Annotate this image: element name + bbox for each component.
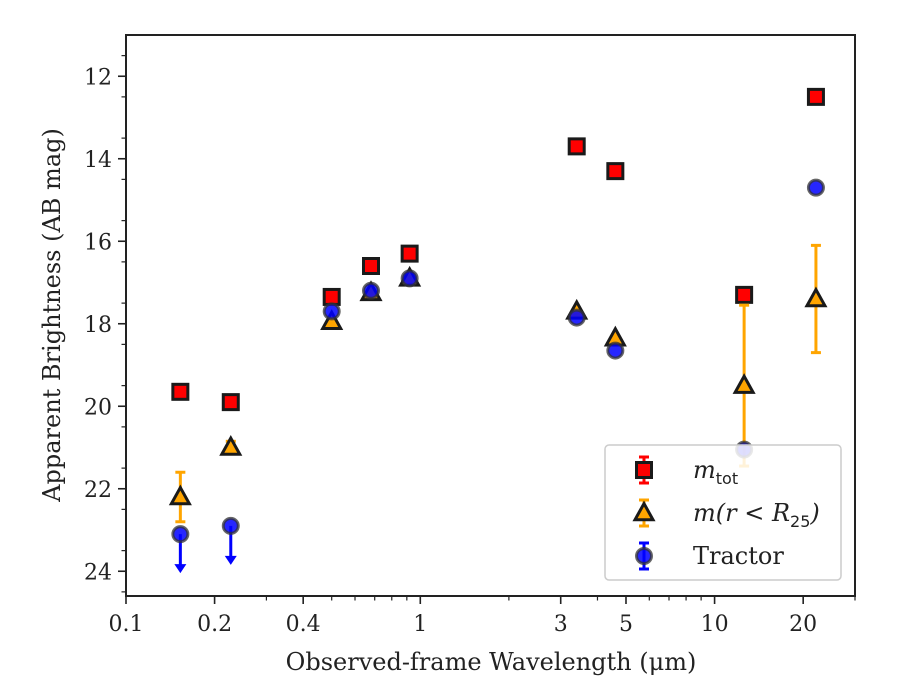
point-mtot [567,137,586,156]
point-mr25 [804,286,828,308]
point-tractor [567,308,586,327]
y-tick-label: 18 [84,313,112,338]
y-tick-label: 24 [84,560,112,585]
point-mtot [221,393,240,412]
legend-box [604,444,842,581]
upper-limit-arrowhead-tractor [224,555,237,565]
y-tick-label: 16 [84,230,112,255]
y-tick-label: 14 [84,148,112,173]
point-tractor [806,178,825,197]
point-mtot [171,382,190,401]
point-mr25 [219,434,243,456]
legend-label-mtot: mtot [693,456,738,488]
legend-marker-mr25 [632,500,656,522]
point-tractor [606,341,625,360]
legend-label-mr25: m(r < R25) [693,499,820,531]
point-mtot [362,257,381,275]
x-tick-label: 5 [619,612,633,637]
legend-entry-mtot: mtot [635,455,738,488]
y-axis-label: Apparent Brightness (AB mag) [38,128,66,503]
upper-limit-arrowhead-tractor [174,564,187,574]
point-tractor [171,525,190,544]
y-tick-label: 22 [84,478,112,503]
x-tick-label: 10 [701,612,729,637]
legend-marker-tractor [635,547,653,565]
point-tractor [362,281,381,300]
y-tick-label: 20 [84,395,112,420]
point-mtot [606,162,625,181]
point-mr25 [732,373,756,394]
legend-marker-mtot [635,461,653,479]
point-mtot [806,87,825,106]
legend-entry-mr25: m(r < R25) [632,498,820,531]
x-axis-label: Observed-frame Wavelength (μm) [286,648,697,676]
x-tick-label: 20 [789,612,817,637]
point-mtot [400,244,419,263]
series-mtot [171,87,825,412]
legend-entry-tractor: Tractor [635,541,784,571]
x-tick-label: 0.2 [197,612,232,637]
point-mtot [322,287,341,306]
x-tick-label: 1 [413,612,427,637]
point-tractor [400,269,419,288]
point-mtot [735,285,754,304]
plot-frame [125,34,856,597]
point-tractor [322,302,341,321]
point-tractor [221,516,240,535]
y-tick-label: 12 [84,65,112,90]
x-tick-label: 0.4 [286,612,321,637]
x-tick-label: 3 [554,612,568,637]
legend-label-tractor: Tractor [693,542,784,570]
axes: 0.1 0.2 0.4 1 3 5 10 20 12 14 16 18 20 22 24 [84,34,856,637]
legend: mtot m(r < R25) Tractor [604,444,842,581]
x-tick-label: 0.1 [109,612,144,637]
point-mr25 [168,484,192,506]
